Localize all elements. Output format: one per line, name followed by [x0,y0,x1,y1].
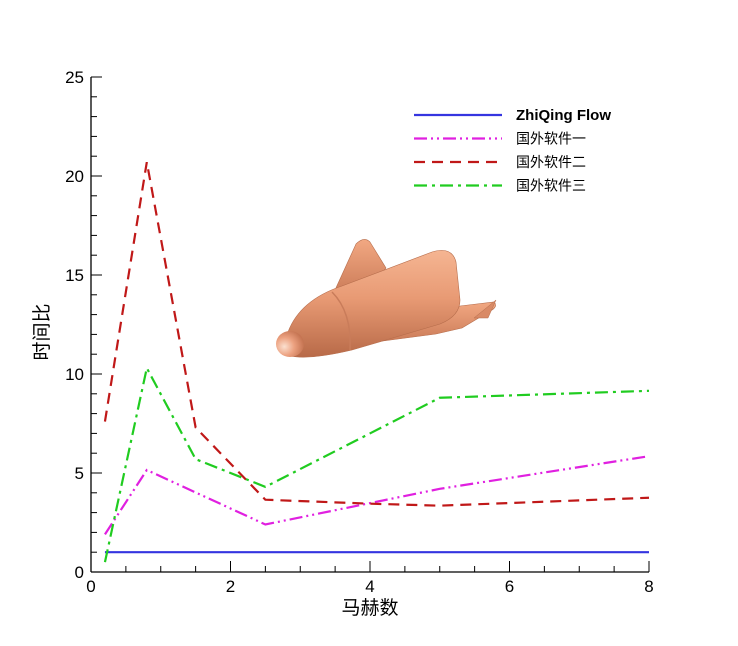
series-line-4 [103,364,650,563]
y-tick-label: 10 [65,365,84,384]
legend-label-4: 国外软件三 [516,179,586,195]
series-layer [103,161,650,563]
x-tick-label: 8 [644,577,653,596]
x-tick-label: 4 [365,577,374,596]
x-tick-label: 2 [226,577,235,596]
y-axis-title: 时间比 [31,303,53,360]
series-line-3 [103,161,650,507]
y-tick-label: 15 [65,266,84,285]
legend-label-3: 国外软件二 [516,155,586,171]
series-line-2 [104,455,650,535]
y-tick-label: 20 [65,167,84,186]
x-axis-title: 马赫数 [341,597,398,619]
y-tick-label: 25 [65,68,84,87]
axes: 0 5 10 15 20 25 0 2 4 6 8 [65,68,654,596]
y-tick-label: 0 [75,563,84,582]
y-tick-label: 5 [75,464,84,483]
x-tick-label: 0 [86,577,95,596]
legend-label-1: ZhiQing Flow [516,107,611,124]
legend-label-2: 国外软件一 [516,132,586,148]
aircraft-illustration [276,239,497,358]
x-tick-label: 6 [505,577,514,596]
